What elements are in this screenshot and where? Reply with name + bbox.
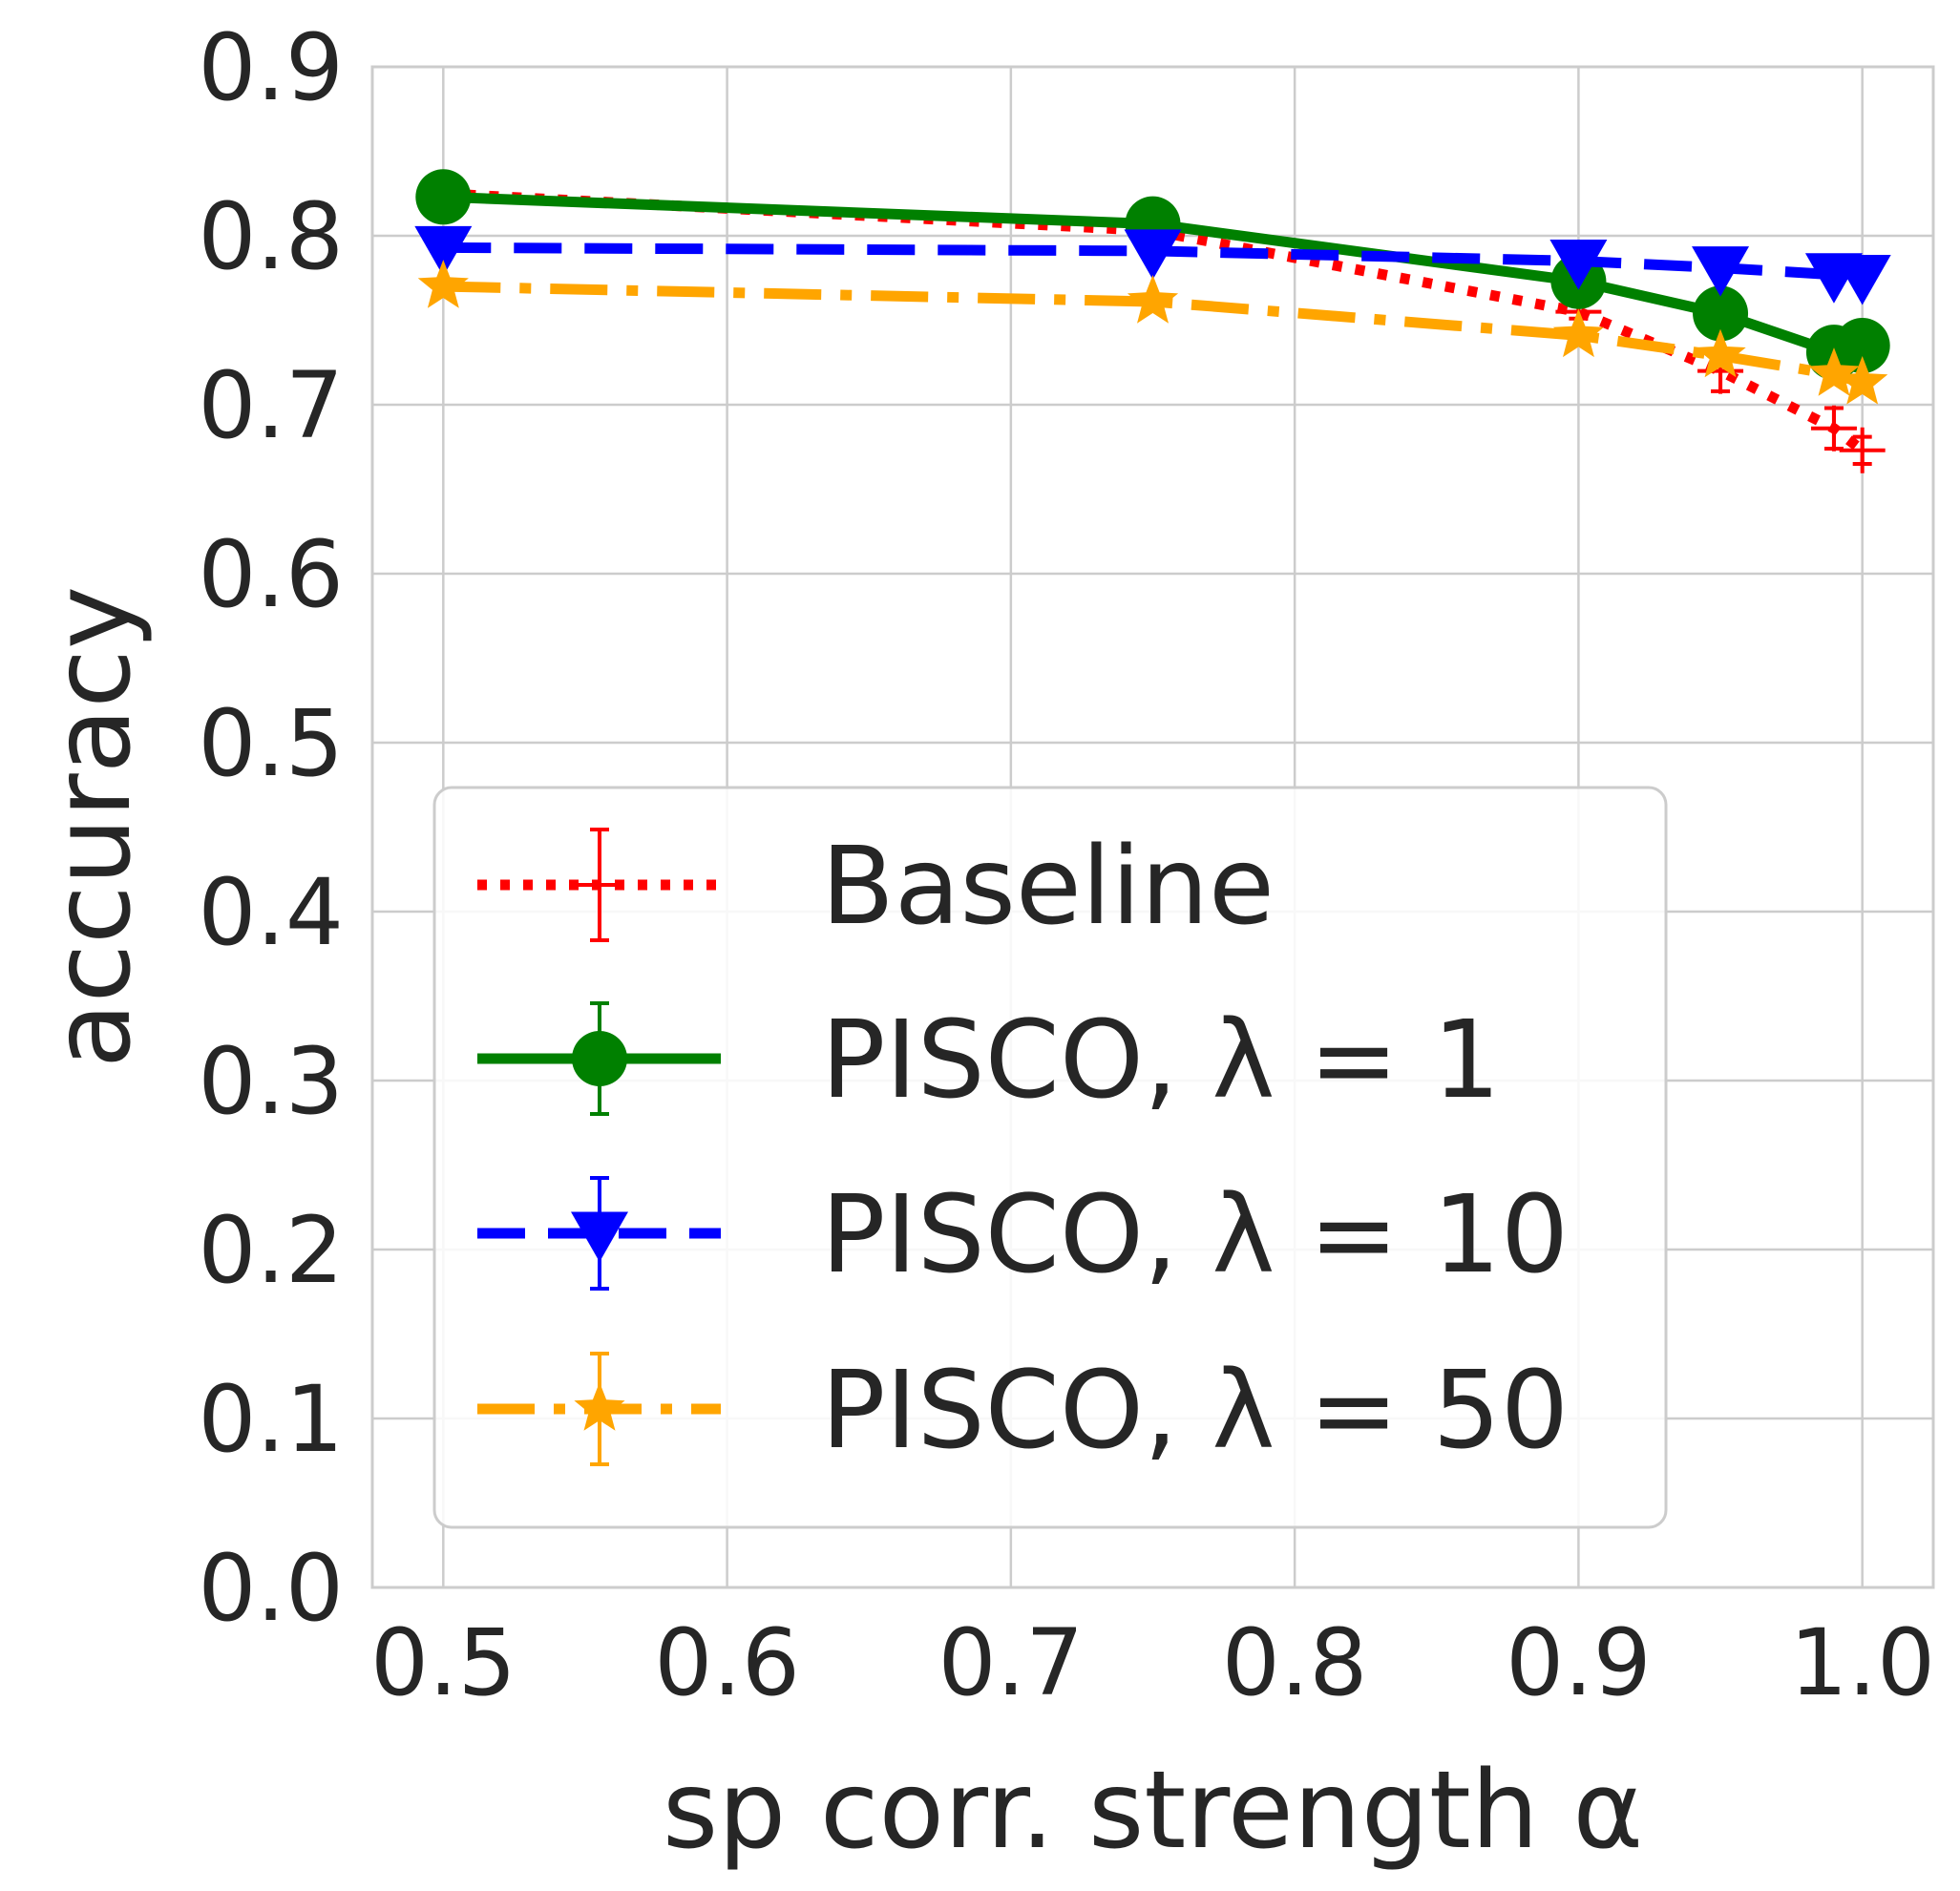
y-tick-label: 0.8 [198, 183, 344, 290]
legend-label: PISCO, λ = 50 [821, 1349, 1569, 1473]
y-tick-label: 0.7 [198, 352, 344, 459]
series-layer [414, 169, 1891, 473]
data-point-marker [414, 225, 473, 277]
legend-label: PISCO, λ = 10 [821, 1173, 1569, 1297]
data-point-marker [571, 1211, 628, 1262]
x-axis-label: sp corr. strength α [663, 1749, 1643, 1873]
data-point-marker [1693, 285, 1749, 342]
x-tick-label: 0.9 [1506, 1609, 1652, 1716]
data-point-marker [1124, 229, 1182, 280]
data-point-marker [1549, 240, 1608, 290]
legend-frame [432, 786, 1668, 1529]
data-point-marker [1127, 275, 1179, 324]
data-point-marker [1552, 308, 1604, 358]
series-3 [414, 225, 1891, 305]
y-tick-label: 0.5 [198, 690, 344, 797]
y-axis-label: accuracy [31, 586, 155, 1068]
data-point-marker [1837, 356, 1888, 405]
legend-item-3: PISCO, λ = 10 [477, 1173, 1569, 1297]
data-point-marker [1692, 246, 1750, 297]
x-tick-label: 0.8 [1222, 1609, 1368, 1716]
data-point-marker [417, 260, 469, 308]
legend-item-4: PISCO, λ = 50 [477, 1349, 1569, 1473]
data-point-marker [1833, 254, 1891, 305]
y-axis-ticks: 0.0 0.1 0.2 0.3 0.4 0.5 0.6 0.7 0.8 0.9 [198, 14, 344, 1642]
plot-frame [370, 65, 1935, 1589]
y-tick-label: 0.1 [198, 1366, 344, 1473]
y-tick-label: 0.0 [198, 1535, 344, 1642]
x-tick-label: 0.5 [370, 1609, 516, 1716]
x-tick-label: 0.7 [938, 1609, 1085, 1716]
legend-label: Baseline [821, 825, 1275, 949]
legend-label: PISCO, λ = 1 [821, 998, 1501, 1123]
data-point-marker [574, 1382, 625, 1431]
x-tick-label: 1.0 [1789, 1609, 1935, 1716]
data-point-marker [415, 169, 472, 225]
data-point-marker [577, 862, 622, 908]
x-tick-label: 0.6 [654, 1609, 800, 1716]
legend-item-2: PISCO, λ = 1 [477, 998, 1501, 1123]
data-point-marker [1808, 347, 1860, 396]
series-4 [417, 260, 1888, 405]
y-tick-label: 0.6 [198, 521, 344, 628]
x-axis-ticks: 0.5 0.6 0.7 0.8 0.9 1.0 [370, 1609, 1935, 1716]
legend: Baseline PISCO, λ = 1 PISCO, λ = 10 PISCO, … [432, 786, 1668, 1529]
y-tick-label: 0.4 [198, 859, 344, 966]
y-tick-label: 0.3 [198, 1028, 344, 1135]
data-point-marker [1839, 427, 1886, 473]
data-point-marker [572, 1031, 627, 1086]
y-tick-label: 0.2 [198, 1197, 344, 1304]
series-line [443, 242, 1864, 282]
data-point-marker [1695, 328, 1746, 378]
data-point-marker [1834, 318, 1890, 374]
y-tick-label: 0.9 [198, 14, 344, 121]
legend-item-1: Baseline [477, 825, 1275, 949]
data-point-marker [1810, 405, 1857, 452]
